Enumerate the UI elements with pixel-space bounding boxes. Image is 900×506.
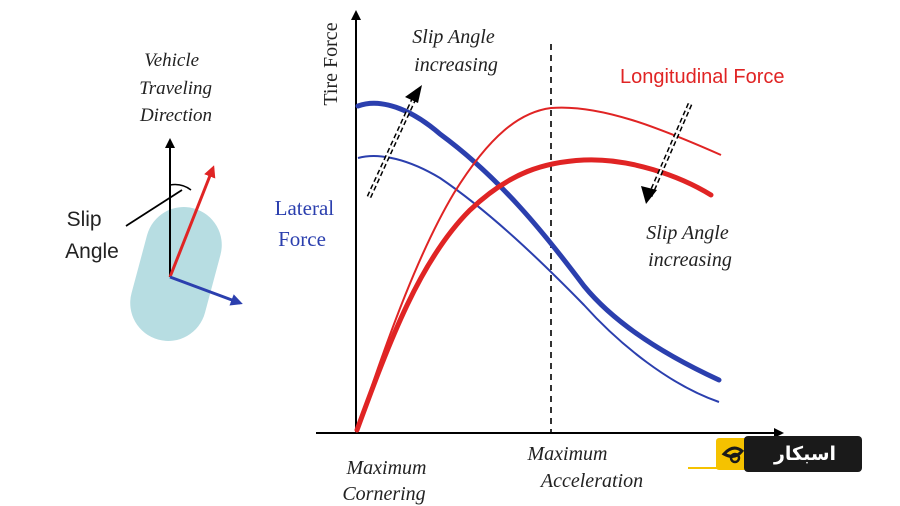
lateral-force-label: Lateral Force [275,196,340,251]
heading-arrow [168,165,216,278]
logo-icon: اسبکار [688,434,866,474]
dashed-arrow-icon [366,85,422,199]
lateral-arrow [169,275,243,306]
slip-angle-leader [125,189,183,227]
lateral-force-curve-low [357,155,720,403]
axes: Tire Force [316,10,784,438]
longitudinal-force-curve-low [354,157,714,433]
slip-angle-arc [169,183,192,191]
longitudinal-force-label: Longitudinal Force [620,66,785,88]
slip-angle-label: Slip Angle [65,208,119,263]
vehicle-direction-label: Vehicle Traveling Direction [139,50,217,126]
x-label-max-cornering: Maximum Cornering [342,457,431,505]
slip-angle-increasing-right-label: Slip Angle increasing [646,222,733,271]
x-label-max-acceleration: Maximum Acceleration [527,443,644,492]
y-axis-label: Tire Force [320,22,342,105]
slip-angle-increasing-top-label: Slip Angle increasing [412,26,499,76]
dashed-arrow-icon [641,103,693,204]
vehicle-body-icon [130,207,222,341]
logo-text: اسبکار [773,443,837,465]
lateral-force-curve-high [355,100,722,383]
longitudinal-force-curve-high [356,106,722,431]
curves [354,100,722,433]
vehicle-sketch: Vehicle Traveling Direction Slip Angle [65,50,243,341]
